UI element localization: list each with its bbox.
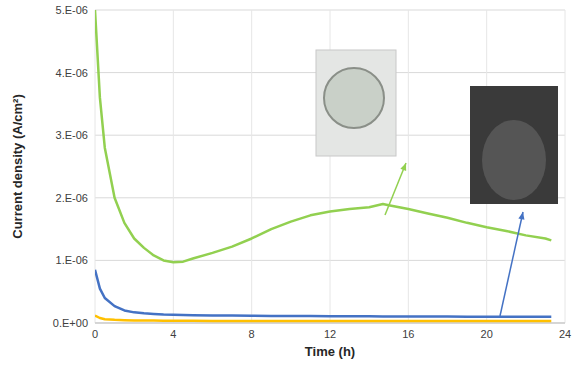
x-tick-label: 8 xyxy=(249,328,255,340)
y-tick-label: 3.E-06 xyxy=(56,129,88,141)
y-tick-label: 0.E+00 xyxy=(53,317,88,329)
x-tick-label: 20 xyxy=(481,328,493,340)
arrow xyxy=(385,163,406,215)
grid-line xyxy=(95,323,565,324)
x-tick-label: 4 xyxy=(170,328,176,340)
series-line xyxy=(95,270,551,317)
y-tick-label: 4.E-06 xyxy=(56,67,88,79)
grid-line xyxy=(565,10,566,323)
y-axis-title: Current density (A/cm²) xyxy=(10,94,25,238)
arrow xyxy=(500,212,524,316)
y-tick-label: 1.E-06 xyxy=(56,254,88,266)
inset-photo xyxy=(316,50,396,156)
grid-line xyxy=(408,10,409,323)
y-tick-label: 5.E-06 xyxy=(56,4,88,16)
plot-area xyxy=(95,10,551,321)
grid-line xyxy=(173,10,174,323)
x-axis-line xyxy=(95,323,565,324)
chart: 0.E+00 1.E-06 2.E-06 3.E-06 4.E-06 5.E-06 0 4 8 1… xyxy=(0,0,579,387)
inset-photo xyxy=(470,86,558,204)
x-tick-label: 16 xyxy=(402,328,414,340)
x-tick-label: 24 xyxy=(559,328,571,340)
x-tick-label: 0 xyxy=(92,328,98,340)
y-tick-label: 2.E-06 xyxy=(56,192,88,204)
x-tick-label: 12 xyxy=(324,328,336,340)
x-axis-title: Time (h) xyxy=(305,344,355,359)
grid-line xyxy=(251,10,252,323)
